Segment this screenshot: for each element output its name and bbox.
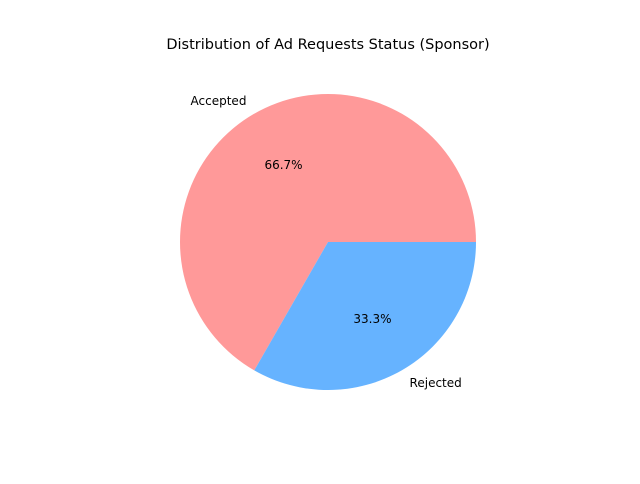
slice-label-accepted: Accepted: [191, 94, 247, 108]
pie-slice-rejected: [254, 242, 476, 391]
chart-title: Distribution of Ad Requests Status (Spon…: [166, 37, 489, 53]
pie-labels: Accepted 66.7% Rejected 33.3%: [191, 94, 462, 390]
pie-slices: [180, 94, 477, 391]
pie-slice-accepted: [180, 94, 477, 371]
slice-label-rejected: Rejected: [410, 376, 462, 390]
slice-percent-rejected: 33.3%: [353, 312, 391, 326]
slice-percent-accepted: 66.7%: [264, 158, 302, 172]
